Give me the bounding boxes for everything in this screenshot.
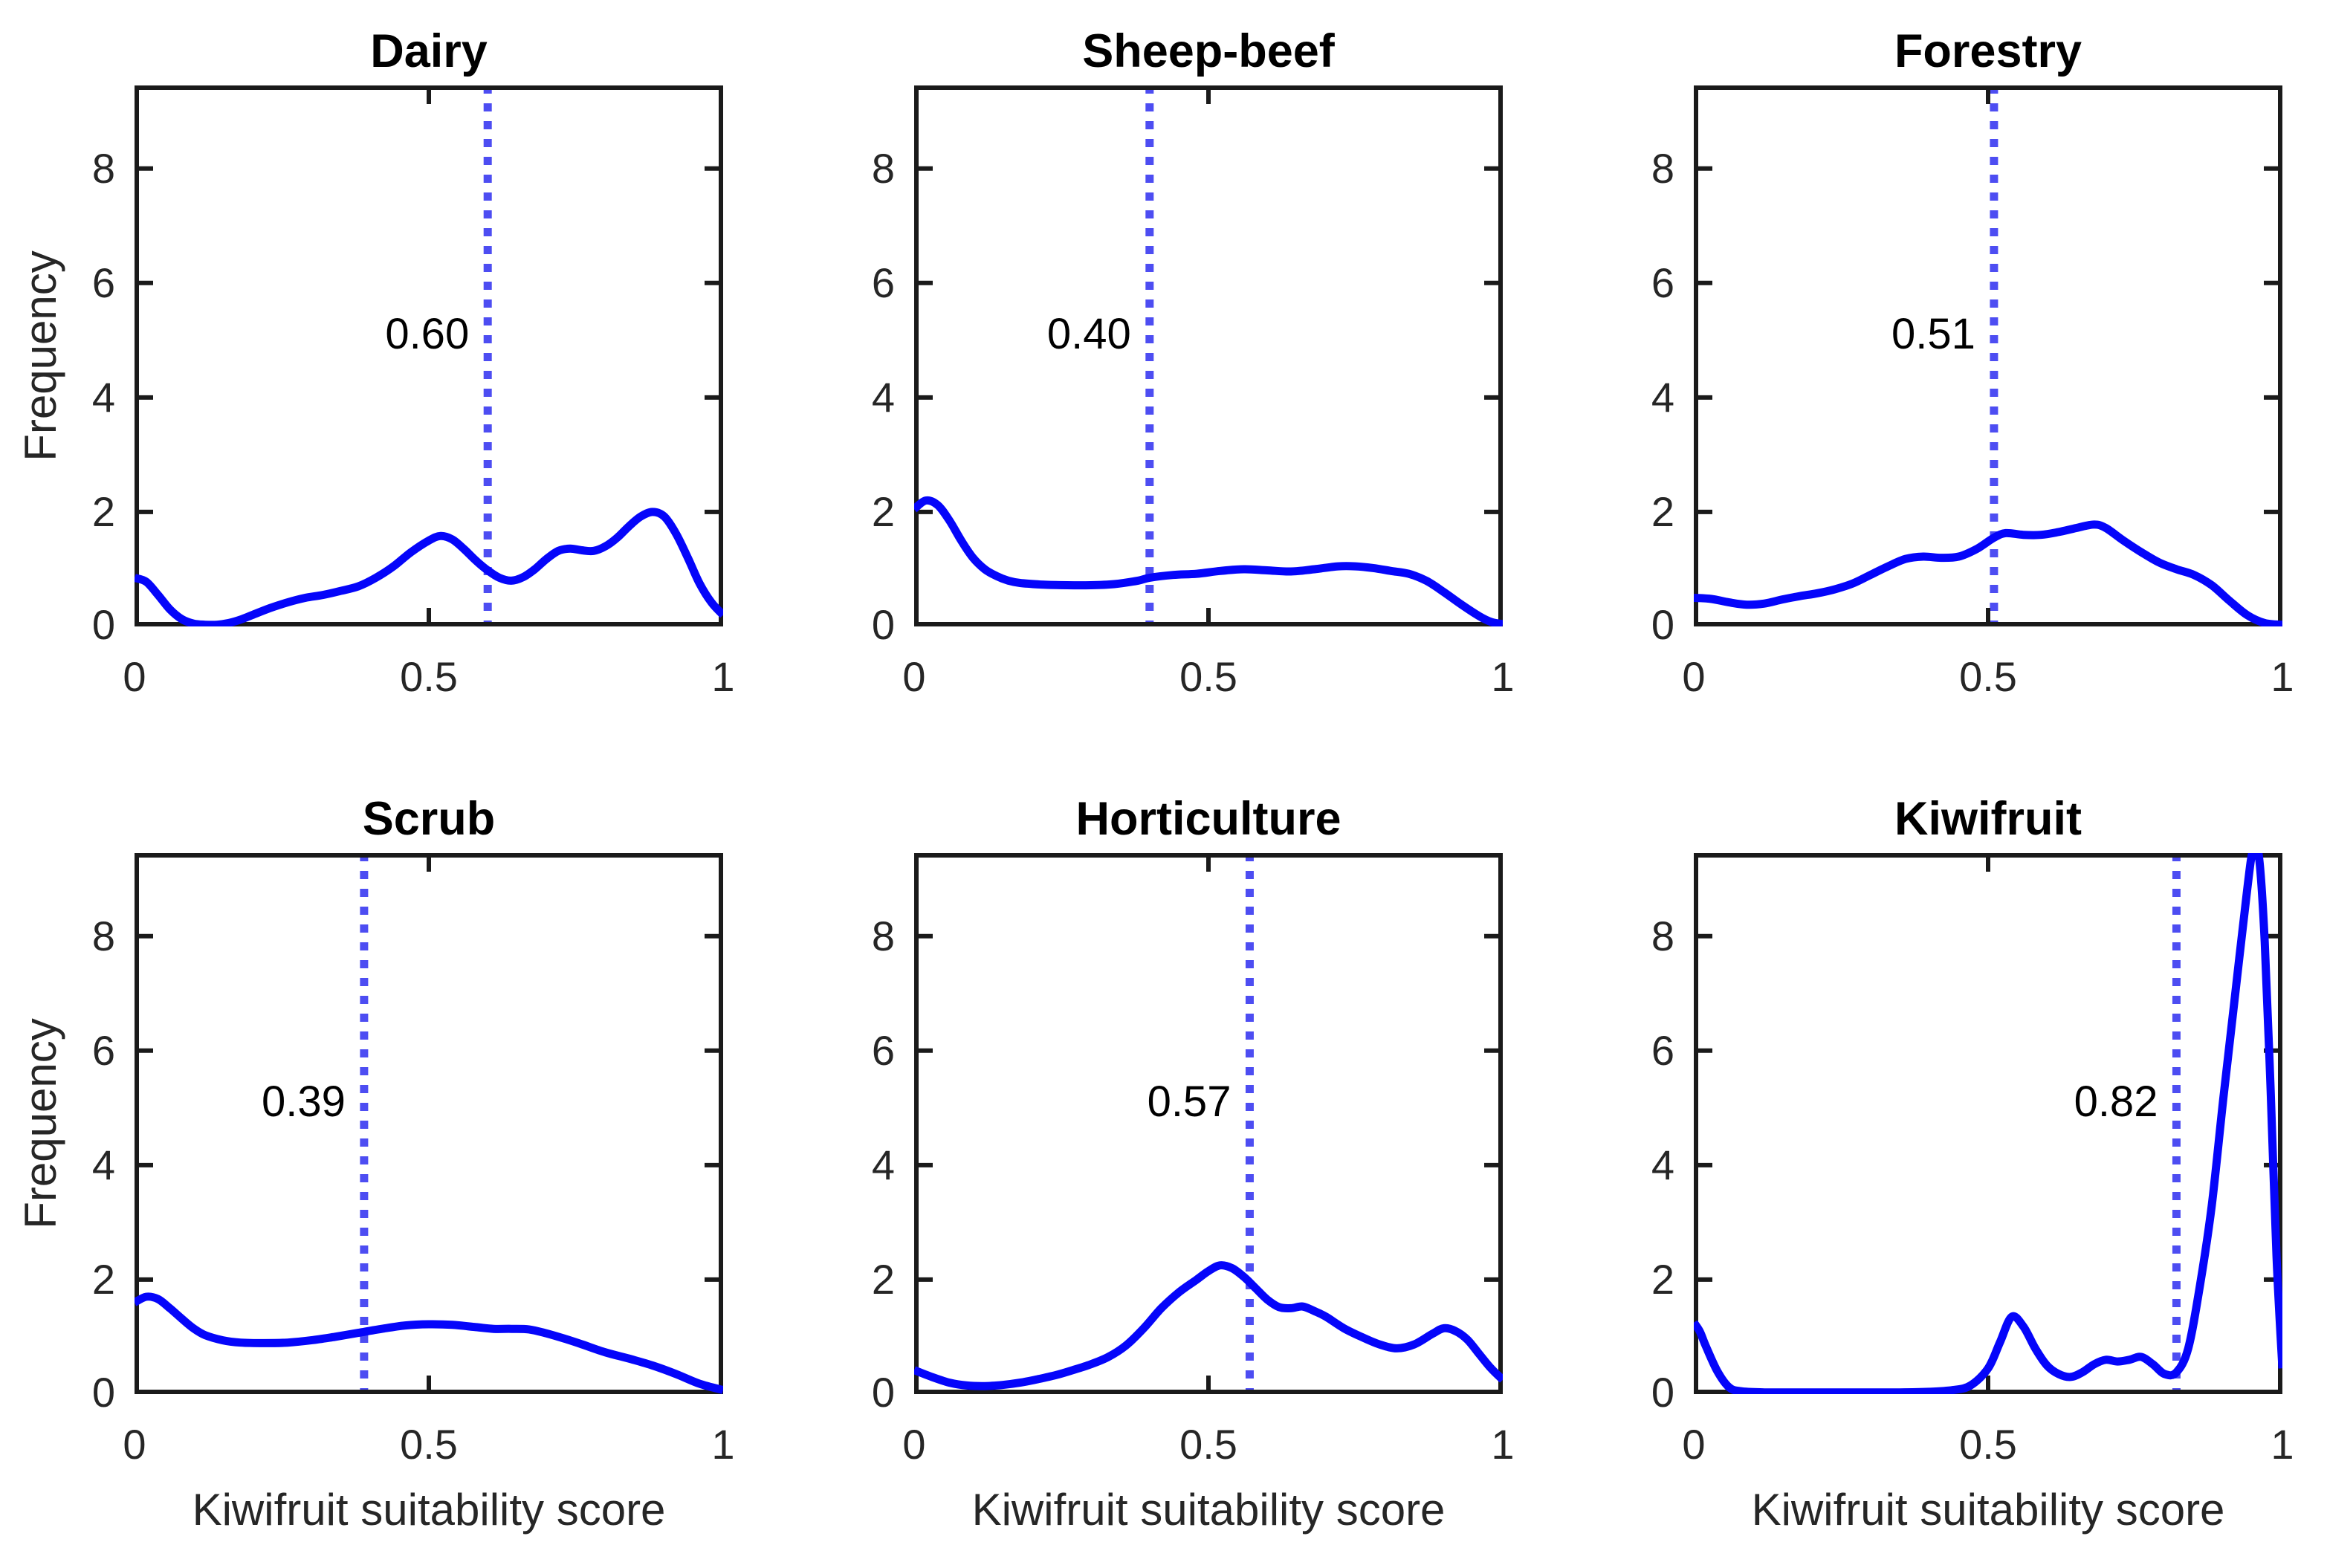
x-tick-label: 0.5 bbox=[400, 1421, 458, 1468]
panel-scrub: Scrub Frequency 8 6 4 2 0 0 0.5 1 Kiwifr… bbox=[16, 796, 735, 1532]
x-tick-label: 1 bbox=[711, 1421, 735, 1468]
y-tick-label: 4 bbox=[871, 1141, 895, 1188]
x-tick-label: 0 bbox=[123, 653, 146, 700]
plot-area bbox=[135, 85, 723, 626]
x-tick-label: 1 bbox=[2271, 653, 2294, 700]
panel-title: Kiwifruit bbox=[1894, 793, 2082, 845]
axes-frame bbox=[914, 85, 1503, 626]
x-tick-label: 0 bbox=[123, 1421, 146, 1468]
x-axis-label: Kiwifruit suitability score bbox=[1751, 1485, 2225, 1535]
axes-frame bbox=[135, 853, 723, 1394]
y-tick-label: 6 bbox=[871, 1027, 895, 1074]
mean-value-label: 0.57 bbox=[1147, 1078, 1232, 1126]
x-tick-label: 0 bbox=[1682, 653, 1706, 700]
y-tick-label: 6 bbox=[1651, 1027, 1674, 1074]
plot-area bbox=[914, 85, 1503, 626]
plot-area bbox=[1694, 85, 2282, 626]
x-tick-label: 0 bbox=[902, 1421, 926, 1468]
mean-value-label: 0.60 bbox=[385, 310, 470, 358]
panel-title: Scrub bbox=[362, 793, 496, 845]
y-tick-label: 0 bbox=[1651, 1369, 1674, 1416]
panel-title: Horticulture bbox=[1075, 793, 1341, 845]
plot-area bbox=[914, 853, 1503, 1394]
x-axis-label: Kiwifruit suitability score bbox=[971, 1485, 1446, 1535]
panel-sheep-beef: Sheep-beef 8 6 4 2 0 0 0.5 1 0.40 bbox=[872, 28, 1515, 698]
y-tick-label: 0 bbox=[871, 601, 895, 648]
plot-area bbox=[135, 853, 723, 1394]
x-tick-label: 0 bbox=[902, 653, 926, 700]
axes-frame bbox=[914, 853, 1503, 1394]
x-tick-label: 0.5 bbox=[1179, 1421, 1237, 1468]
panel-forestry: Forestry 8 6 4 2 0 0 0.5 1 0.51 bbox=[1651, 28, 2294, 698]
mean-value-label: 0.51 bbox=[1891, 310, 1975, 358]
y-tick-label: 6 bbox=[871, 259, 895, 306]
mean-value-label: 0.82 bbox=[2074, 1078, 2158, 1126]
y-tick-label: 0 bbox=[91, 1369, 115, 1416]
y-tick-label: 4 bbox=[1651, 374, 1674, 421]
y-tick-label: 2 bbox=[871, 1256, 895, 1303]
panel-horticulture: Horticulture 8 6 4 2 0 0 0.5 1 Kiwifruit… bbox=[872, 796, 1515, 1532]
panel-title: Forestry bbox=[1894, 25, 2082, 77]
y-tick-label: 8 bbox=[871, 145, 895, 192]
y-tick-label: 8 bbox=[91, 913, 115, 959]
plot-area bbox=[1694, 853, 2282, 1394]
y-tick-label: 0 bbox=[91, 601, 115, 648]
x-tick-label: 0.5 bbox=[1959, 1421, 2017, 1468]
y-tick-label: 2 bbox=[1651, 1256, 1674, 1303]
y-tick-label: 0 bbox=[871, 1369, 895, 1416]
y-tick-label: 0 bbox=[1651, 601, 1674, 648]
density-curve bbox=[1694, 520, 2282, 626]
density-curve bbox=[1694, 853, 2282, 1394]
density-curve bbox=[914, 1261, 1503, 1390]
y-tick-label: 4 bbox=[91, 374, 115, 421]
x-axis-label: Kiwifruit suitability score bbox=[192, 1485, 666, 1535]
y-axis-label: Frequency bbox=[16, 250, 65, 461]
mean-value-label: 0.39 bbox=[262, 1078, 346, 1126]
panel-title: Sheep-beef bbox=[1082, 25, 1335, 77]
x-tick-label: 1 bbox=[1491, 653, 1515, 700]
y-tick-label: 8 bbox=[1651, 913, 1674, 959]
y-tick-label: 2 bbox=[871, 488, 895, 535]
x-tick-label: 0.5 bbox=[1959, 653, 2017, 700]
y-tick-label: 8 bbox=[91, 145, 115, 192]
x-tick-label: 0 bbox=[1682, 1421, 1706, 1468]
y-axis-label: Frequency bbox=[16, 1018, 65, 1229]
y-tick-label: 6 bbox=[91, 259, 115, 306]
x-tick-label: 1 bbox=[1491, 1421, 1515, 1468]
panel-title: Dairy bbox=[370, 25, 488, 77]
panel-dairy: Dairy Frequency 8 6 4 2 0 0 0.5 1 0.60 bbox=[16, 28, 735, 698]
x-tick-label: 1 bbox=[2271, 1421, 2294, 1468]
x-tick-label: 1 bbox=[711, 653, 735, 700]
y-tick-label: 8 bbox=[871, 913, 895, 959]
x-tick-label: 0.5 bbox=[1179, 653, 1237, 700]
density-curve bbox=[135, 1292, 723, 1394]
y-tick-label: 6 bbox=[1651, 259, 1674, 306]
y-tick-label: 4 bbox=[91, 1141, 115, 1188]
y-tick-label: 2 bbox=[1651, 488, 1674, 535]
density-curve bbox=[135, 508, 723, 626]
y-tick-label: 4 bbox=[1651, 1141, 1674, 1188]
y-tick-label: 2 bbox=[91, 1256, 115, 1303]
x-tick-label: 0.5 bbox=[400, 653, 458, 700]
y-tick-label: 6 bbox=[91, 1027, 115, 1074]
mean-value-label: 0.40 bbox=[1046, 310, 1131, 358]
y-tick-label: 8 bbox=[1651, 145, 1674, 192]
density-curve bbox=[914, 496, 1503, 626]
panel-kiwifruit: Kiwifruit 8 6 4 2 0 0 0.5 1 Kiwifruit su… bbox=[1651, 796, 2294, 1532]
y-tick-label: 2 bbox=[91, 488, 115, 535]
y-tick-label: 4 bbox=[871, 374, 895, 421]
